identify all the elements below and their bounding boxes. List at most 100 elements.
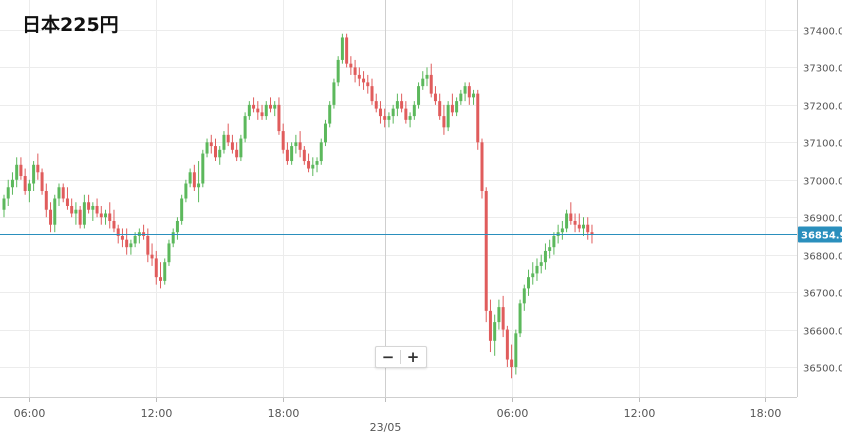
candle — [129, 239, 133, 255]
current-price-label: 36854.9 — [801, 231, 842, 242]
candle — [74, 202, 78, 225]
candle-body — [252, 104, 256, 109]
candle-body — [552, 235, 556, 248]
zoom-in-button[interactable]: + — [406, 348, 420, 366]
candle-body — [44, 191, 48, 210]
candle — [374, 93, 378, 113]
candle — [222, 131, 226, 154]
candle — [391, 104, 395, 124]
zoom-divider — [400, 350, 401, 364]
candle-body — [99, 213, 103, 218]
candle-body — [6, 187, 10, 199]
candle — [36, 153, 40, 180]
candle — [565, 209, 569, 233]
candle-body — [197, 183, 201, 188]
candle — [459, 89, 463, 105]
candle — [27, 179, 31, 203]
candle-body — [36, 164, 40, 173]
candle — [32, 161, 36, 192]
candle-body — [222, 134, 226, 150]
candle-body — [370, 86, 374, 102]
candle-body — [472, 93, 476, 98]
candle-body — [260, 112, 264, 117]
candle-body — [353, 67, 357, 75]
y-tick-label: 37000.0 — [803, 177, 842, 188]
candle-body — [302, 149, 306, 162]
candle — [163, 258, 167, 285]
candle-body — [315, 161, 319, 165]
candle — [82, 194, 86, 229]
candle-body — [395, 101, 399, 109]
candle — [505, 325, 509, 368]
candle-body — [133, 235, 137, 244]
candle-body — [408, 116, 412, 120]
candle — [328, 101, 332, 128]
candle-body — [586, 224, 590, 233]
grid-lines — [0, 0, 797, 397]
candle-body — [573, 220, 577, 225]
candle-body — [294, 142, 298, 147]
candle-body — [61, 187, 65, 199]
candle-body — [366, 82, 370, 87]
candle-body — [74, 209, 78, 214]
candle — [184, 179, 188, 203]
candle — [404, 101, 408, 124]
candle-body — [175, 220, 179, 233]
candle — [476, 89, 480, 150]
candle — [480, 138, 484, 199]
candle — [171, 228, 175, 248]
zoom-out-button[interactable]: − — [381, 348, 395, 366]
candle-body — [285, 149, 289, 162]
candle — [260, 104, 264, 120]
candle — [484, 187, 488, 323]
candle-body — [311, 164, 315, 169]
candle-body — [163, 262, 167, 281]
candle-body — [91, 205, 95, 210]
candle-body — [214, 146, 217, 158]
candle-body — [129, 243, 133, 248]
candle — [378, 101, 382, 124]
candle — [146, 228, 150, 263]
candle — [315, 157, 319, 173]
candle — [2, 194, 6, 218]
candle — [201, 149, 205, 188]
candle-body — [273, 104, 277, 109]
candle — [307, 153, 311, 173]
candle — [53, 194, 57, 233]
candle-body — [2, 198, 6, 210]
candle-body — [535, 265, 539, 274]
candle-body — [543, 250, 547, 263]
candle — [417, 82, 421, 109]
candle-body — [112, 220, 116, 229]
x-tick-label: 12:00 — [624, 407, 656, 420]
candle-body — [590, 232, 594, 235]
candle — [522, 284, 526, 311]
candle — [387, 112, 391, 128]
candle-body — [32, 164, 36, 184]
candle-body — [19, 164, 23, 177]
candle — [112, 209, 116, 233]
candle-body — [450, 104, 454, 113]
candle — [548, 239, 552, 259]
candle-body — [10, 179, 14, 188]
x-tick-label: 23/05 — [370, 421, 402, 434]
y-tick-label: 37200.0 — [803, 102, 842, 113]
candle — [527, 269, 531, 296]
candle-body — [480, 142, 484, 192]
candle — [336, 56, 340, 87]
candle — [400, 93, 404, 113]
candle-body — [268, 104, 272, 109]
candle-body — [577, 224, 581, 229]
y-tick-label: 36600.0 — [803, 327, 842, 338]
x-tick-label: 06:00 — [14, 407, 46, 420]
candle — [239, 134, 243, 162]
candle — [433, 86, 437, 105]
y-tick-label: 36700.0 — [803, 289, 842, 300]
candle-body — [357, 74, 361, 79]
x-tick-label: 18:00 — [268, 407, 300, 420]
candle-body — [230, 142, 234, 150]
candle-body — [560, 228, 564, 233]
candle — [586, 217, 590, 240]
